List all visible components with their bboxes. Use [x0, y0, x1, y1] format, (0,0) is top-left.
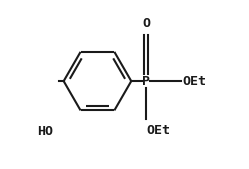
Text: HO: HO: [37, 125, 53, 138]
Text: OEt: OEt: [182, 75, 206, 88]
Text: P: P: [142, 75, 150, 88]
Text: OEt: OEt: [146, 124, 171, 137]
Text: O: O: [142, 17, 150, 30]
